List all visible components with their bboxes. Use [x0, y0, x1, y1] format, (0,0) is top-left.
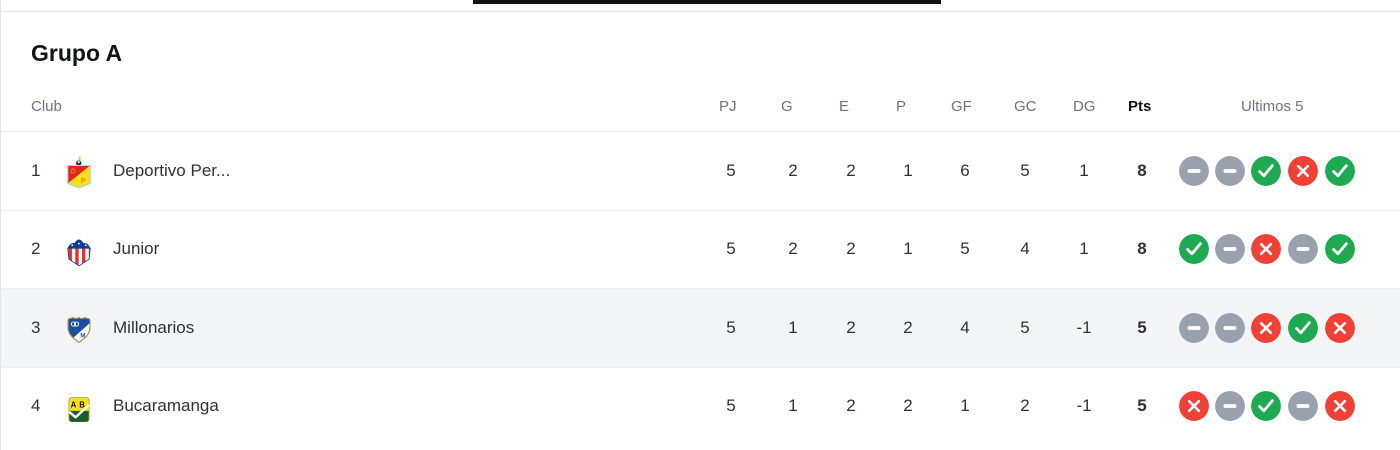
svg-text:D: D — [71, 168, 76, 175]
svg-text:P: P — [81, 178, 86, 185]
svg-text:A: A — [71, 401, 77, 410]
